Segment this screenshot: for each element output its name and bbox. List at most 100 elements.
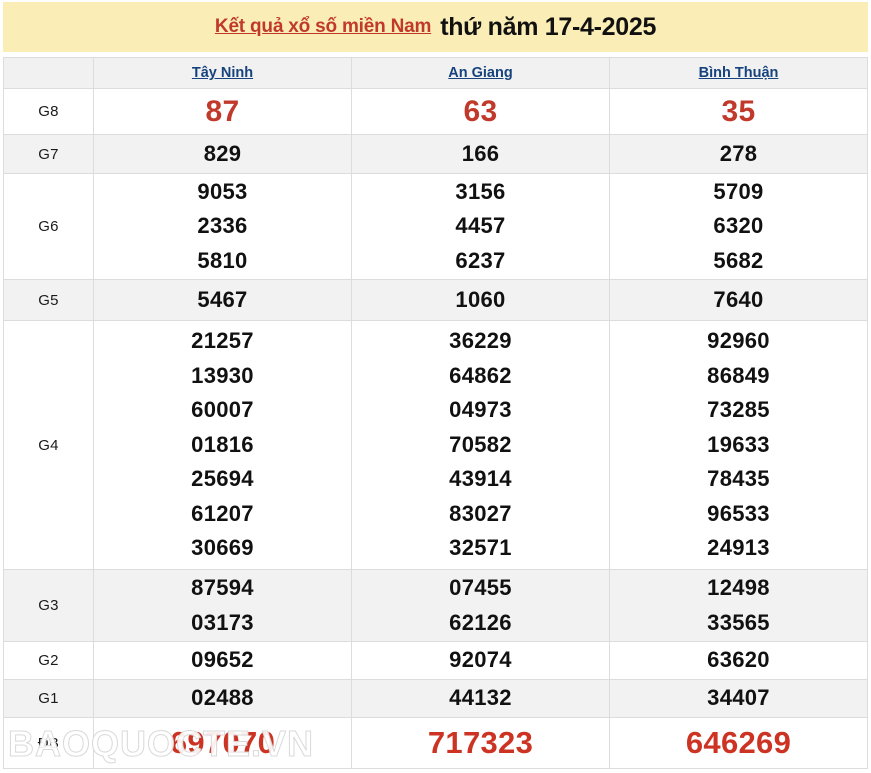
number-stack: 87: [94, 90, 351, 133]
result-number: 78435: [707, 466, 770, 492]
table-header-row: Tây Ninh An Giang Bình Thuận: [3, 57, 868, 89]
result-number: 34407: [707, 685, 770, 711]
result-number: 86849: [707, 362, 770, 388]
number-stack: 278: [610, 137, 867, 172]
result-cell: 63620: [609, 641, 868, 680]
result-cell: 829: [93, 134, 352, 174]
result-number: 73285: [707, 397, 770, 423]
number-stack: 09652: [94, 643, 351, 678]
result-number: 87: [205, 95, 240, 128]
lottery-results-table: Tây Ninh An Giang Bình Thuận G8 87 63 35 G7 8…: [3, 57, 868, 769]
number-stack: 166: [352, 137, 609, 172]
result-number: 697070: [169, 725, 276, 760]
result-number: 33565: [707, 609, 770, 635]
number-stack: 92960 86849 73285 19633 78435 96533 24913: [610, 324, 867, 566]
result-number: 646269: [685, 725, 792, 760]
result-number: 278: [719, 140, 758, 166]
number-stack: 35: [610, 90, 867, 133]
result-number: 32571: [449, 535, 512, 561]
result-number: 36229: [449, 328, 512, 354]
result-number: 04973: [449, 397, 512, 423]
table-row: G5 5467 1060 7640: [3, 279, 868, 321]
result-cell: 3156 4457 6237: [351, 173, 610, 280]
result-cell: 12498 33565: [609, 569, 868, 642]
result-number: 24913: [707, 535, 770, 561]
result-number: 4457: [455, 213, 506, 239]
result-number: 63: [463, 95, 498, 128]
number-stack: 5709 6320 5682: [610, 175, 867, 279]
result-number: 70582: [449, 431, 512, 457]
table-row: G4 21257 13930 60007 01816 25694 61207 30669 362…: [3, 320, 868, 570]
result-number: 25694: [191, 466, 254, 492]
number-stack: 9053 2336 5810: [94, 175, 351, 279]
number-stack: 87594 03173: [94, 571, 351, 640]
prize-label-2: G6: [3, 173, 94, 280]
page-title-date: thứ năm 17-4-2025: [440, 12, 657, 41]
result-cell: 36229 64862 04973 70582 43914 83027 32571: [351, 320, 610, 570]
number-stack: 63: [352, 90, 609, 133]
number-stack: 3156 4457 6237: [352, 175, 609, 279]
province-link-binh-thuan[interactable]: Bình Thuận: [698, 65, 779, 81]
result-cell: 166: [351, 134, 610, 174]
result-number: 87594: [191, 575, 254, 600]
table-body: G8 87 63 35 G7 829 166 278 G6 9053 2336 5810 3156 445…: [3, 88, 868, 769]
result-number: 35: [721, 95, 756, 128]
number-stack: 92074: [352, 643, 609, 678]
result-number: 5467: [197, 286, 248, 312]
result-number: 43914: [449, 466, 512, 492]
result-number: 5682: [713, 247, 764, 273]
result-number: 717323: [427, 725, 534, 760]
table-row: G1 02488 44132 34407: [3, 679, 868, 718]
number-stack: 7640: [610, 283, 867, 318]
result-number: 64862: [449, 362, 512, 388]
number-stack: 5467: [94, 283, 351, 318]
result-number: 7640: [713, 286, 764, 312]
prize-label-8: ĐB: [3, 717, 94, 769]
result-cell: 07455 62126: [351, 569, 610, 642]
result-cell: 87594 03173: [93, 569, 352, 642]
result-number: 12498: [707, 575, 770, 600]
column-header-an-giang: An Giang: [351, 57, 610, 89]
result-cell: 7640: [609, 279, 868, 321]
result-cell: 92960 86849 73285 19633 78435 96533 24913: [609, 320, 868, 570]
result-number: 6237: [455, 247, 506, 273]
result-cell: 5709 6320 5682: [609, 173, 868, 280]
number-stack: 63620: [610, 643, 867, 678]
prize-label-7: G1: [3, 679, 94, 718]
result-number: 13930: [191, 362, 254, 388]
result-number: 1060: [455, 286, 506, 312]
result-number: 61207: [191, 500, 254, 526]
result-number: 3156: [455, 178, 506, 204]
prize-label-5: G3: [3, 569, 94, 642]
result-number: 44132: [449, 685, 512, 711]
result-number: 63620: [707, 647, 770, 673]
prize-label-4: G4: [3, 320, 94, 570]
result-number: 62126: [449, 609, 512, 635]
table-header: Tây Ninh An Giang Bình Thuận: [3, 57, 868, 89]
number-stack: 717323: [352, 718, 609, 768]
number-stack: 829: [94, 137, 351, 172]
table-row: G3 87594 03173 07455 62126 12498 33565: [3, 569, 868, 642]
result-number: 21257: [191, 328, 254, 354]
result-number: 92074: [449, 647, 512, 673]
lottery-region-link[interactable]: Kết quả xổ số miền Nam: [214, 16, 432, 37]
page-title-banner: Kết quả xổ số miền Nam thứ năm 17-4-2025: [3, 2, 868, 52]
result-number: 829: [203, 140, 242, 166]
result-number: 09652: [191, 647, 254, 673]
result-cell: 1060: [351, 279, 610, 321]
result-number: 01816: [191, 431, 254, 457]
result-cell: 21257 13930 60007 01816 25694 61207 30669: [93, 320, 352, 570]
result-cell: 63: [351, 88, 610, 135]
province-link-an-giang[interactable]: An Giang: [448, 65, 513, 81]
result-number: 92960: [707, 328, 770, 354]
table-row: ĐB 697070 717323 646269: [3, 717, 868, 769]
result-number: 9053: [197, 178, 248, 204]
number-stack: 36229 64862 04973 70582 43914 83027 32571: [352, 324, 609, 566]
number-stack: 697070: [94, 718, 351, 768]
result-number: 2336: [197, 213, 248, 239]
result-number: 07455: [449, 575, 512, 600]
number-stack: 1060: [352, 283, 609, 318]
province-link-tay-ninh[interactable]: Tây Ninh: [191, 65, 254, 81]
result-number: 19633: [707, 431, 770, 457]
